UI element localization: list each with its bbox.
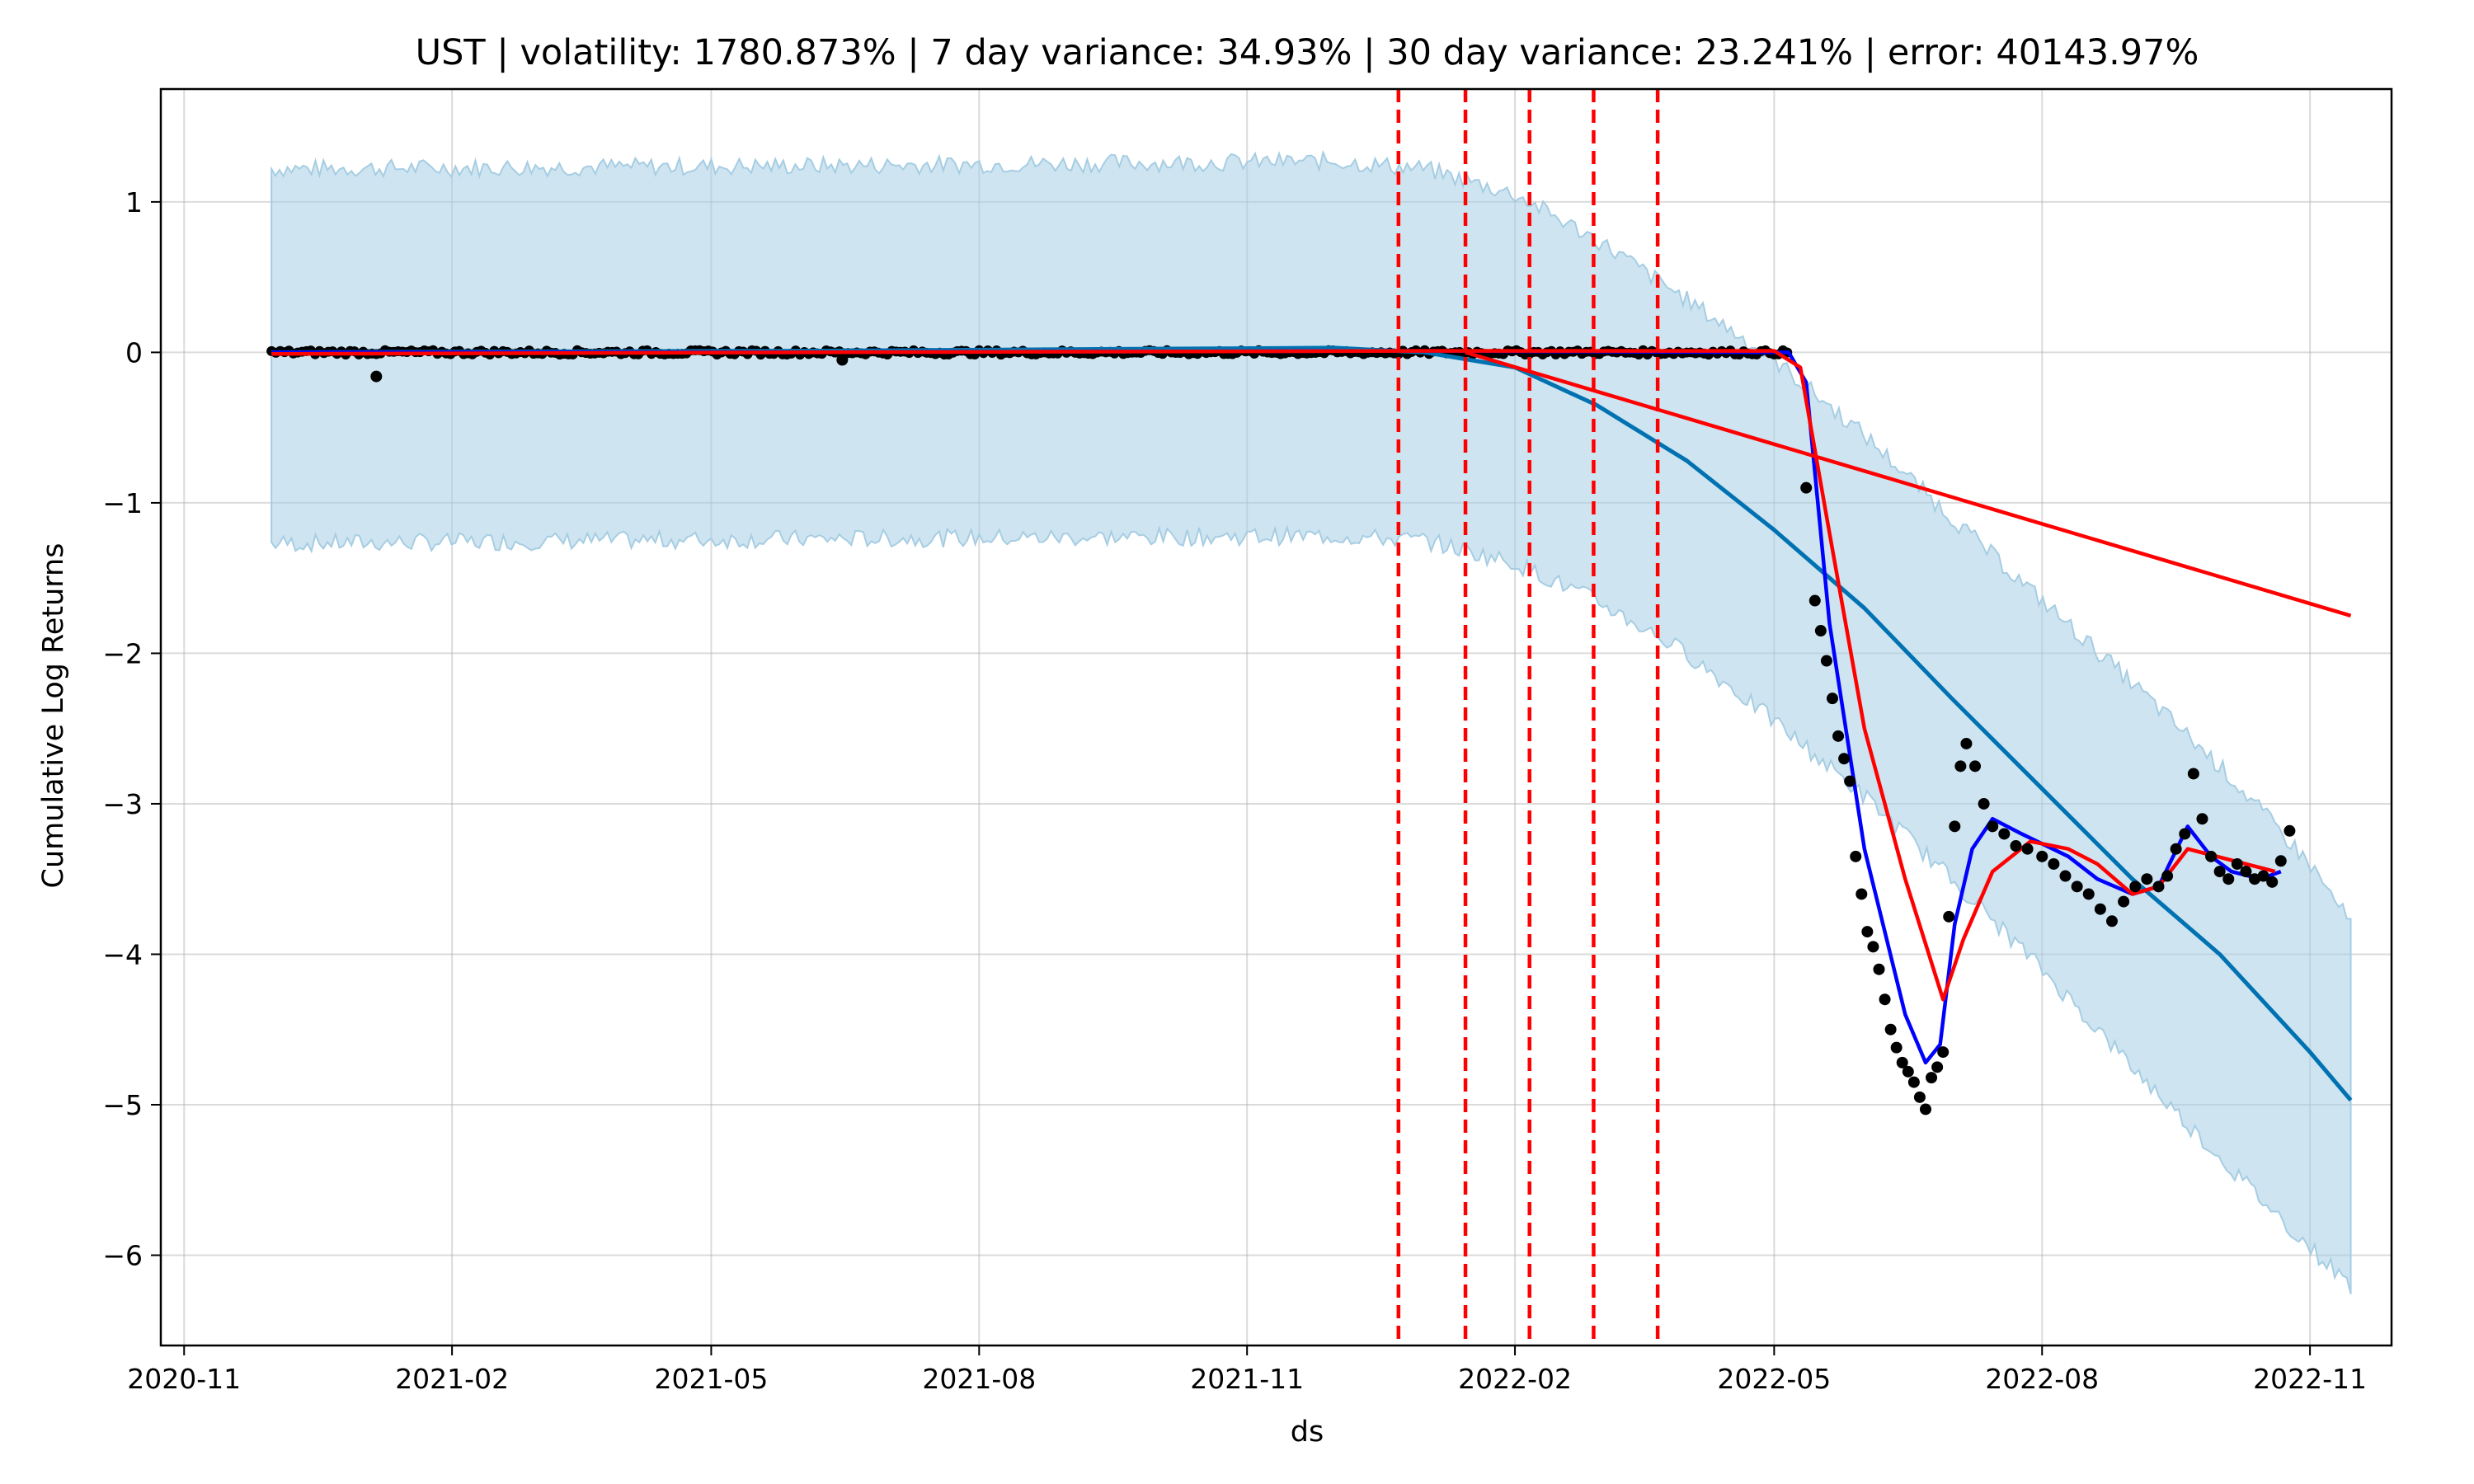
data-point [2105, 915, 2118, 928]
data-point [1820, 655, 1832, 667]
data-point [1808, 594, 1821, 607]
data-points [370, 354, 2296, 1115]
data-point [1931, 1061, 1944, 1073]
data-point [2059, 870, 2072, 882]
data-point [2141, 873, 2153, 885]
data-point [1814, 625, 1827, 637]
data-point [1987, 820, 1999, 833]
data-point [1907, 1076, 1920, 1088]
data-point [1954, 760, 1967, 773]
data-point [2082, 888, 2095, 900]
y-tick-label: −6 [102, 1239, 143, 1271]
data-point [2071, 881, 2083, 893]
data-point [2118, 895, 2130, 908]
data-point [1949, 820, 1961, 833]
y-tick-label: −3 [102, 788, 143, 820]
data-point [2161, 870, 2174, 882]
data-point [1978, 797, 1990, 810]
data-point [2170, 843, 2182, 855]
x-tick-label: 2021-02 [395, 1363, 509, 1395]
data-point [1879, 993, 1891, 1006]
data-point [2152, 881, 2165, 893]
data-point [1861, 926, 1874, 938]
data-point [2048, 857, 2060, 870]
x-tick-label: 2021-11 [1190, 1363, 1304, 1395]
data-point [1800, 481, 1813, 494]
data-point [2129, 881, 2142, 893]
uncertainty-band [270, 149, 2352, 1294]
x-tick-label: 2022-08 [1985, 1363, 2099, 1395]
data-point [836, 354, 849, 366]
data-point [1896, 1056, 1908, 1068]
data-point [1937, 1046, 1950, 1059]
y-axis-title: Cumulative Log Returns [37, 543, 70, 889]
y-tick-label: −1 [102, 487, 143, 519]
fit-red-trend-line [1465, 350, 2352, 618]
y-tick-label: 1 [125, 186, 143, 218]
data-point [1926, 1072, 1938, 1084]
x-tick-label: 2020-11 [127, 1363, 241, 1395]
data-point [2231, 857, 2243, 870]
fit-lines [271, 349, 2352, 1065]
uncertainty-band-area [270, 149, 2352, 1294]
data-point [1919, 1103, 1931, 1115]
data-point [1960, 737, 1973, 749]
data-point [1867, 941, 1879, 953]
x-tick-label: 2022-11 [2253, 1363, 2367, 1395]
data-point [1856, 888, 1868, 900]
data-point [1838, 753, 1851, 765]
data-point [1913, 1091, 1926, 1103]
y-tick-label: 0 [125, 336, 143, 369]
data-point [2036, 850, 2048, 862]
data-point [1832, 730, 1845, 742]
fit-red-line [271, 349, 2276, 1002]
data-point [1884, 1023, 1897, 1036]
data-point [2187, 768, 2199, 780]
data-point [1890, 1041, 1903, 1054]
data-point [1850, 850, 1862, 862]
changepoints [1396, 89, 1660, 1345]
data-point [2179, 828, 2191, 840]
data-point [2213, 866, 2226, 878]
data-point [2222, 873, 2235, 885]
data-point [1943, 910, 1955, 923]
x-tick-label: 2021-05 [654, 1363, 768, 1395]
y-tick-label: −5 [102, 1089, 143, 1121]
y-tick-label: −2 [102, 637, 143, 669]
data-point [370, 370, 383, 383]
x-axis-title: ds [1291, 1416, 1324, 1449]
data-point [2010, 840, 2022, 852]
data-point [2196, 813, 2208, 825]
x-tick-label: 2021-08 [922, 1363, 1036, 1395]
data-point [2094, 903, 2106, 915]
x-tick-label: 2022-02 [1458, 1363, 1572, 1395]
data-point [2274, 855, 2287, 867]
data-point [2240, 866, 2252, 878]
data-point [1826, 693, 1838, 705]
data-point [1969, 760, 1982, 773]
data-point [2266, 876, 2279, 888]
y-axis-ticks: 1 0 −1 −2 −3 −4 −5 −6 [102, 186, 161, 1271]
data-point [1902, 1065, 1914, 1078]
data-point [2205, 850, 2218, 862]
data-point [2284, 824, 2296, 837]
data-point [2257, 870, 2269, 882]
data-point [2021, 843, 2034, 855]
data-point [1844, 775, 1856, 787]
x-tick-label: 2022-05 [1717, 1363, 1831, 1395]
chart-title: UST | volatility: 1780.873% | 7 day vari… [416, 32, 2199, 73]
plot-frame [159, 87, 2393, 1347]
x-axis-ticks: 2020-11 2021-02 2021-05 2021-08 2021-11 2022-… [127, 1345, 2367, 1395]
data-point [2249, 873, 2261, 885]
data-point [1873, 963, 1885, 975]
y-tick-label: −4 [102, 938, 143, 970]
data-point [1998, 828, 2011, 840]
